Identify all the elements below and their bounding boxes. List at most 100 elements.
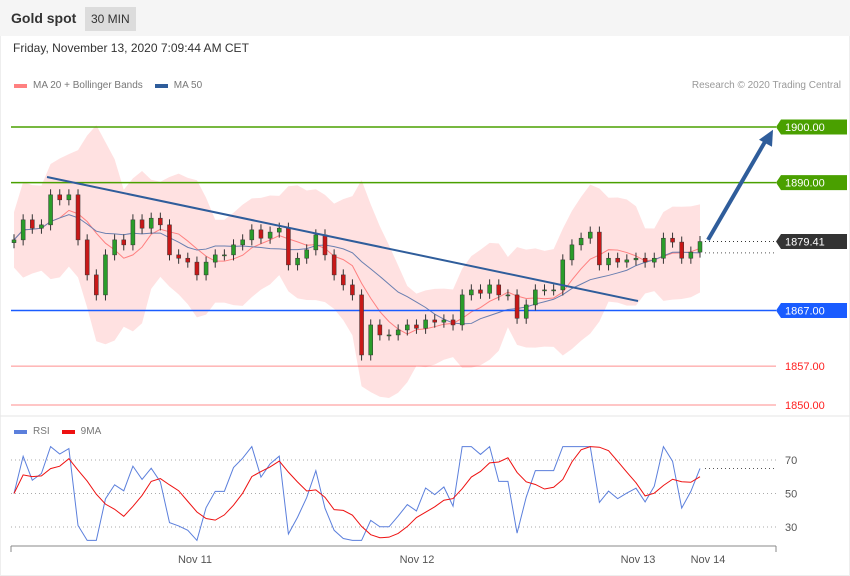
candle	[39, 224, 44, 229]
candle	[203, 261, 209, 276]
candle	[496, 284, 502, 296]
level-label-5: 1850.00	[785, 400, 825, 412]
datetime: Friday, November 13, 2020 7:09:44 AM CET	[13, 41, 249, 55]
level-tag-1	[776, 175, 847, 191]
candle	[432, 319, 437, 323]
level-label-1: 1890.00	[785, 178, 825, 190]
candle	[66, 194, 72, 201]
candle	[587, 231, 593, 239]
candle	[423, 319, 428, 329]
candle	[377, 324, 383, 336]
level-label-2: 1879.41	[785, 236, 825, 248]
candle	[11, 239, 17, 243]
candle	[139, 219, 145, 229]
price-legend: MA 20 + Bollinger Bands MA 50	[14, 80, 202, 91]
rsi-line	[13, 445, 701, 542]
candle	[121, 239, 127, 246]
candle	[505, 294, 511, 297]
candle	[478, 289, 483, 294]
candle	[606, 257, 611, 266]
candle	[313, 234, 319, 251]
candle	[267, 231, 273, 239]
legend-ma50: MA 50	[173, 80, 203, 91]
candle	[597, 231, 602, 266]
candle	[20, 219, 26, 241]
candle	[459, 294, 465, 326]
forecast-arrow	[706, 140, 767, 241]
candle	[697, 241, 703, 253]
candle	[395, 329, 401, 336]
candle	[679, 241, 684, 259]
candle	[688, 251, 694, 259]
legend-rsi: RSI	[33, 426, 50, 437]
candle	[84, 239, 90, 276]
candle	[258, 229, 264, 239]
bollinger-band	[14, 125, 700, 398]
candle	[652, 257, 657, 263]
rsi-tick: 30	[785, 522, 797, 534]
candle	[158, 217, 163, 226]
candle	[212, 254, 218, 263]
candle	[350, 284, 355, 296]
candle	[240, 239, 245, 246]
candle	[331, 254, 337, 276]
header: Gold spot 30 MIN	[0, 0, 850, 36]
x-tick-label: Nov 11	[178, 554, 212, 566]
rsi-9ma-line	[13, 446, 701, 539]
candle	[386, 334, 392, 337]
ma50-line	[13, 214, 701, 325]
candle	[148, 217, 154, 229]
x-tick-label: Nov 14	[691, 554, 726, 566]
candle	[295, 257, 300, 266]
candle	[277, 227, 282, 233]
candle	[286, 227, 291, 266]
legend-ma20: MA 20 + Bollinger Bands	[33, 80, 143, 91]
candle	[231, 244, 236, 256]
rsi-swatch	[14, 429, 27, 434]
candle	[542, 289, 547, 292]
candle	[176, 254, 181, 259]
rsi-tick: 50	[785, 489, 797, 501]
candle	[359, 294, 364, 356]
candle	[249, 229, 255, 241]
legend-9ma: 9MA	[80, 426, 102, 437]
rsi-legend: RSI 9MA	[14, 426, 101, 437]
level-tag-2	[776, 233, 847, 249]
candle	[222, 254, 227, 257]
candle	[487, 284, 492, 294]
candle	[167, 224, 172, 256]
ma20-swatch	[14, 83, 27, 88]
candle	[304, 249, 309, 259]
rsi-tick: 70	[785, 455, 797, 467]
candle	[103, 254, 108, 296]
candle	[94, 274, 99, 296]
candle	[322, 234, 328, 256]
candle	[450, 319, 456, 326]
ma50-swatch	[154, 83, 168, 88]
candle	[75, 194, 81, 241]
candle	[30, 219, 35, 229]
candle	[624, 259, 630, 263]
candle	[57, 194, 62, 201]
candle	[469, 289, 474, 296]
level-tag-0	[776, 119, 847, 135]
candle	[642, 257, 648, 263]
candle	[560, 259, 566, 291]
level-tag-3	[776, 302, 847, 318]
timeframe-button[interactable]: 30 MIN	[85, 7, 136, 31]
level-label-3: 1867.00	[785, 305, 825, 317]
candle	[130, 219, 136, 246]
level-label-0: 1900.00	[785, 122, 825, 134]
candle	[523, 304, 529, 319]
candle	[578, 237, 584, 246]
candle	[368, 324, 373, 356]
instrument-title: Gold spot	[11, 10, 77, 26]
forecast-arrowhead	[759, 129, 773, 147]
candle	[405, 324, 410, 331]
candle	[533, 289, 538, 306]
level-label-4: 1857.00	[785, 361, 825, 373]
candle	[551, 289, 556, 292]
candle	[441, 319, 447, 323]
candle	[185, 257, 191, 263]
